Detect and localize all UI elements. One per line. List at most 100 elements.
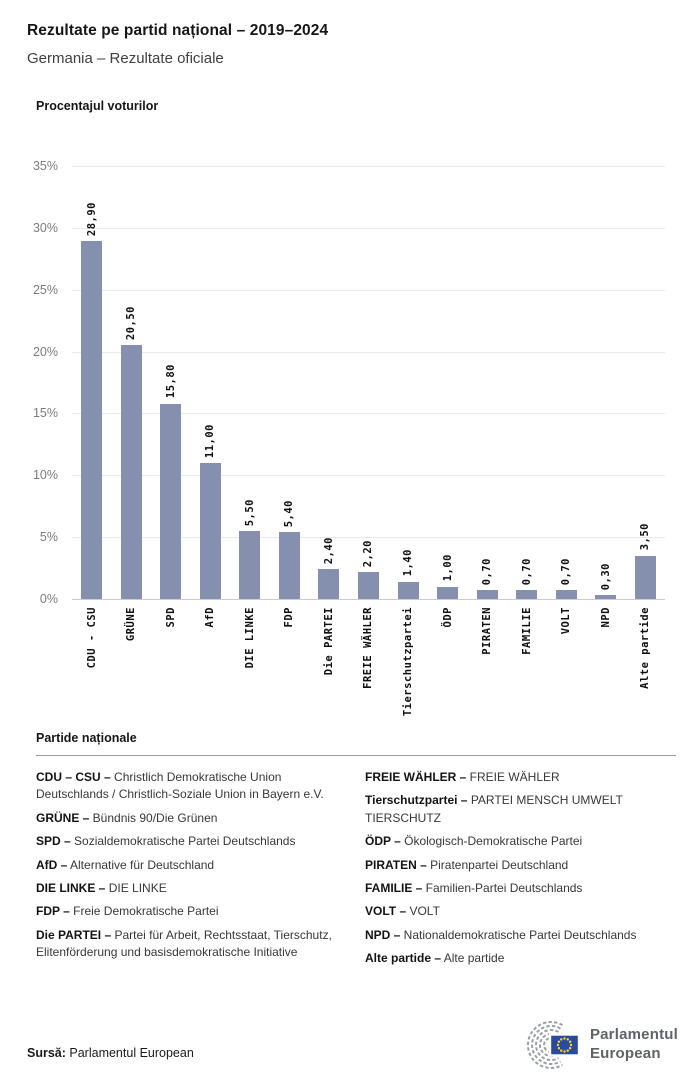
legend-divider xyxy=(36,755,676,756)
legend-item-name: Piratenpartei Deutschland xyxy=(426,857,569,872)
x-label-cell: Tierschutzpartei xyxy=(388,599,428,717)
x-label-cell: AfD xyxy=(191,599,231,717)
x-axis-label: GRÜNE xyxy=(125,607,138,642)
legend-item: Tierschutzpartei – PARTEI MENSCH UMWELT … xyxy=(365,792,676,827)
bar xyxy=(199,462,221,599)
bar-value-label: 0,70 xyxy=(520,558,533,586)
bar-column: 2,40 xyxy=(309,166,349,599)
bar-column: 20,50 xyxy=(112,166,152,599)
legend-item-abbr: AfD – xyxy=(36,857,68,872)
bar-column: 1,40 xyxy=(388,166,428,599)
x-label-cell: CDU - CSU xyxy=(72,599,112,717)
gridline xyxy=(72,289,665,291)
bar xyxy=(278,532,300,599)
legend-item: GRÜNE – Bündnis 90/Die Grünen xyxy=(36,810,347,827)
y-axis-tick: 0% xyxy=(39,592,58,606)
european-parliament-logo: Parlamentul European xyxy=(509,1020,678,1070)
x-axis-label: FAMILIE xyxy=(520,607,533,655)
legend-item-name: Familien-Partei Deutschlands xyxy=(422,880,583,895)
source-note: Sursă: Parlamentul European xyxy=(27,1046,194,1070)
legend-item: VOLT – VOLT xyxy=(365,903,676,920)
bar-value-label: 1,00 xyxy=(441,554,454,582)
y-axis-tick: 35% xyxy=(32,159,58,173)
legend-item-abbr: NPD – xyxy=(365,927,401,942)
x-axis-label: ÖDP xyxy=(441,607,454,628)
bar-value-label: 11,00 xyxy=(204,423,217,458)
bar xyxy=(397,581,419,599)
legend-item-name: Alternative für Deutschland xyxy=(67,857,215,872)
gridline xyxy=(72,599,665,600)
chart-title: Procentajul voturilor xyxy=(36,99,159,113)
y-axis-tick: 5% xyxy=(39,530,58,545)
bar-column: 0,70 xyxy=(467,166,507,599)
x-axis-label: PIRATEN xyxy=(481,607,494,655)
page-title: Rezultate pe partid național – 2019–2024 xyxy=(27,22,329,39)
bar-value-label: 0,70 xyxy=(560,558,573,586)
gridline xyxy=(72,227,665,229)
legend-item: FREIE WÄHLER – FREIE WÄHLER xyxy=(365,769,676,786)
x-axis-label: SPD xyxy=(164,607,177,628)
bar xyxy=(595,595,617,599)
legend-item-abbr: GRÜNE – xyxy=(36,810,90,825)
legend-item: FDP – Freie Demokratische Partei xyxy=(36,903,347,920)
ep-logo-text: Parlamentul European xyxy=(590,1026,678,1064)
bar xyxy=(555,590,577,599)
bar xyxy=(81,241,103,599)
legend-item: SPD – Sozialdemokratische Partei Deutsch… xyxy=(36,833,347,850)
legend-item-name: Partei für Arbeit, Rechtsstaat, Tierschu… xyxy=(36,927,332,960)
bar xyxy=(318,569,340,599)
legend-item: Die PARTEI – Partei für Arbeit, Rechtsst… xyxy=(36,927,347,962)
y-axis-tick: 20% xyxy=(32,344,58,359)
legend-item-name: Bündnis 90/Die Grünen xyxy=(89,810,218,825)
x-axis-label: AfD xyxy=(204,607,217,628)
x-label-cell: FDP xyxy=(270,599,310,717)
bar xyxy=(357,571,379,599)
legend-item-name: VOLT xyxy=(406,904,440,919)
y-axis-tick: 10% xyxy=(32,468,58,483)
bar-value-label: 5,40 xyxy=(283,499,296,528)
source-label: Sursă: xyxy=(27,1046,66,1060)
bar xyxy=(437,586,459,599)
ep-logo-line2: European xyxy=(589,1045,661,1062)
legend-item: NPD – Nationaldemokratische Partei Deuts… xyxy=(365,927,676,944)
bars-row: 28,90 20,50 15,80 11,00 5,50 5,40 2,40 2,20 1,40… xyxy=(72,166,665,599)
legend-item: Alte partide – Alte partide xyxy=(365,950,676,967)
bar-column: 28,90 xyxy=(72,166,112,599)
x-axis-label: Alte partide xyxy=(639,607,652,689)
bar-column: 5,40 xyxy=(270,166,310,599)
bar-value-label: 5,50 xyxy=(243,498,256,526)
bar xyxy=(120,345,142,599)
bar-column: 11,00 xyxy=(191,166,231,599)
page-subtitle: Germania – Rezultate oficiale xyxy=(27,50,224,67)
bar-value-label: 0,70 xyxy=(481,558,494,586)
ep-hemicycle-flag-icon xyxy=(526,1021,581,1069)
x-axis-label: FDP xyxy=(283,607,296,628)
bar-value-label: 2,20 xyxy=(362,539,375,567)
legend-item: PIRATEN – Piratenpartei Deutschland xyxy=(365,857,676,874)
x-label-cell: PIRATEN xyxy=(467,599,507,717)
legend-item-abbr: CDU – CSU – xyxy=(36,770,111,784)
x-axis-label: FREIE WÄHLER xyxy=(362,607,375,689)
bar-column: 0,70 xyxy=(507,166,547,599)
x-label-cell: DIE LINKE xyxy=(230,599,270,717)
bar xyxy=(239,530,261,599)
legend-item-name: FREIE WÄHLER xyxy=(466,770,560,784)
legend-item: CDU – CSU – Christlich Demokratische Uni… xyxy=(36,769,347,804)
legend-item-name: PARTEI MENSCH UMWELT TIERSCHUTZ xyxy=(365,793,623,825)
legend-item-abbr: FREIE WÄHLER – xyxy=(365,770,467,784)
legend-column-right: FREIE WÄHLER – FREIE WÄHLER Tierschutzpar… xyxy=(365,769,676,974)
x-label-cell: GRÜNE xyxy=(112,599,152,717)
bar-value-label: 3,50 xyxy=(639,523,652,551)
legend-item-name: Alte partide xyxy=(441,951,505,966)
header: Rezultate pe partid național – 2019–2024… xyxy=(0,0,700,67)
bar-column: 0,30 xyxy=(586,166,626,599)
y-axis-tick: 25% xyxy=(32,282,58,297)
x-label-cell: VOLT xyxy=(546,599,586,717)
legend-item-abbr: Die PARTEI – xyxy=(36,927,112,942)
bar-column: 15,80 xyxy=(151,166,191,599)
x-label-cell: FREIE WÄHLER xyxy=(349,599,389,717)
legend-item-abbr: SPD – xyxy=(36,834,71,849)
x-axis-label: CDU - CSU xyxy=(85,607,98,669)
legend-item-name: Nationaldemokratische Partei Deutschland… xyxy=(400,927,637,942)
bar-column: 1,00 xyxy=(428,166,468,599)
